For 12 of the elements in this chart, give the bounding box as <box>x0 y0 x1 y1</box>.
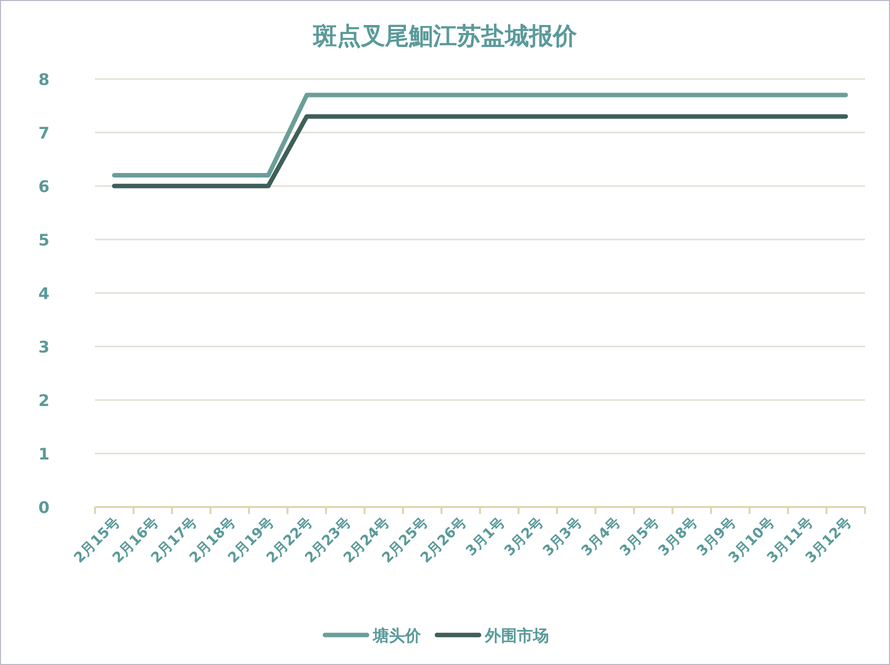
y-tick-label: 3 <box>38 338 50 356</box>
y-tick-label: 5 <box>38 230 50 250</box>
legend-label: 塘头价 <box>372 626 422 645</box>
y-tick-label: 8 <box>38 70 50 89</box>
y-tick-label: 4 <box>38 284 50 303</box>
y-tick-label: 2 <box>38 391 50 410</box>
y-tick-label: 7 <box>38 124 50 142</box>
y-tick-label: 1 <box>38 444 50 464</box>
chart-title: 斑点叉尾鮰江苏盐城报价 <box>312 22 578 50</box>
y-tick-label: 6 <box>38 177 50 196</box>
legend-label: 外围市场 <box>484 626 549 645</box>
y-tick-label: 0 <box>38 498 50 517</box>
